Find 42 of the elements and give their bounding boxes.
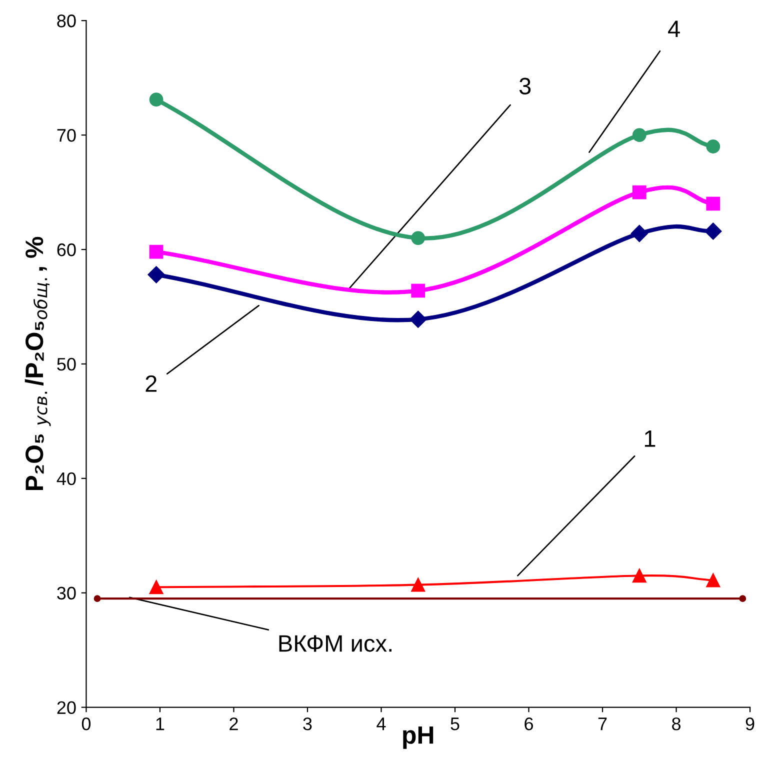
text: 3 [519, 78, 531, 94]
text: 1 [644, 430, 656, 447]
y-tick-label: 50 [57, 358, 76, 371]
point [739, 595, 746, 602]
x-tick-label: 9 [746, 718, 754, 730]
point [632, 128, 646, 142]
x-tick-label: 2 [230, 718, 238, 730]
point [411, 284, 426, 298]
point [704, 222, 722, 240]
point [411, 231, 426, 245]
point [410, 310, 427, 328]
point [411, 578, 426, 592]
point [149, 92, 164, 107]
point [630, 224, 648, 242]
series-label: ВКФМ исх. [279, 635, 392, 652]
y-tick-label: 80 [57, 14, 76, 28]
text: 2 [146, 375, 157, 392]
x-tick-label: 4 [376, 718, 386, 730]
y-axis-title: P₂O₅ $_{усв.}$/P₂O₅$_{общ.}$, % [24, 236, 51, 490]
x-tick-label: 5 [450, 718, 460, 730]
point [149, 244, 164, 259]
point [94, 595, 101, 602]
y-tick-label: 30 [57, 586, 76, 600]
point [148, 266, 165, 284]
y-tick-label: 60 [57, 243, 76, 256]
x-tick-label: 8 [672, 718, 681, 730]
x-tick-label: 3 [303, 718, 312, 730]
x-tick-label: 0 [82, 718, 91, 730]
point [706, 140, 720, 154]
point [632, 568, 646, 583]
point [706, 196, 720, 211]
y-tick-label: 20 [57, 701, 76, 714]
y-tick-label: 40 [56, 472, 76, 486]
x-tick-label: 6 [524, 718, 533, 730]
point [706, 573, 720, 588]
point [149, 580, 164, 594]
text: 4 [668, 20, 680, 38]
x-axis-title: pH [403, 726, 434, 749]
point [632, 185, 646, 200]
x-tick-label: 7 [598, 718, 607, 730]
x-tick-label: 1 [156, 718, 164, 730]
y-tick-label: 70 [57, 128, 76, 142]
